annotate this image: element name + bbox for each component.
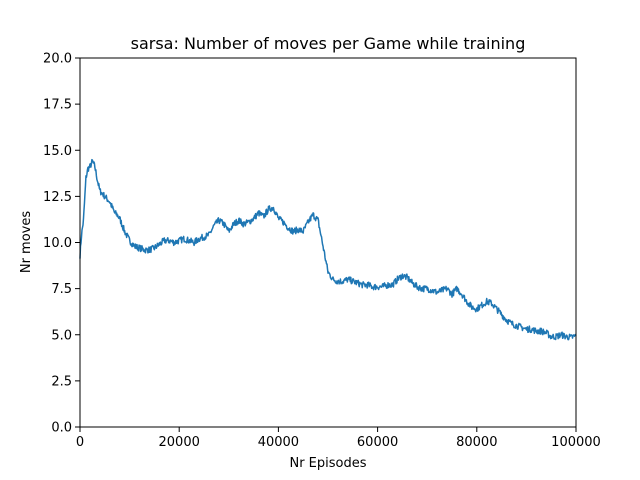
y-tick-label: 17.5 [43,98,72,113]
x-tick-label: 100000 [551,435,601,450]
tick-layer: 0 20000 40000 60000 80000 100000 0.0 2.5 5.0 7.5 1… [43,52,601,451]
y-tick-label: 0.0 [51,421,72,436]
y-tick-label: 5.0 [51,328,72,343]
plot-area [80,58,576,427]
series-line [79,158,577,341]
x-tick-label: 20000 [159,435,200,450]
y-tick-label: 2.5 [51,374,72,389]
y-tick-label: 15.0 [43,144,72,159]
y-axis-label: Nr moves [19,211,34,274]
y-tick-label: 12.5 [43,190,72,205]
y-tick-label: 10.0 [43,236,72,251]
y-tick-label: 20.0 [43,52,72,67]
chart-title: sarsa: Number of moves per Game while tr… [131,34,526,53]
x-axis-label: Nr Episodes [289,456,366,471]
plot-frame [79,57,577,428]
y-tick-label: 7.5 [51,282,72,297]
x-tick-label: 60000 [357,435,398,450]
series-layer [79,158,577,341]
x-tick-label: 0 [76,435,84,450]
x-tick-label: 40000 [258,435,299,450]
x-tick-label: 80000 [456,435,497,450]
